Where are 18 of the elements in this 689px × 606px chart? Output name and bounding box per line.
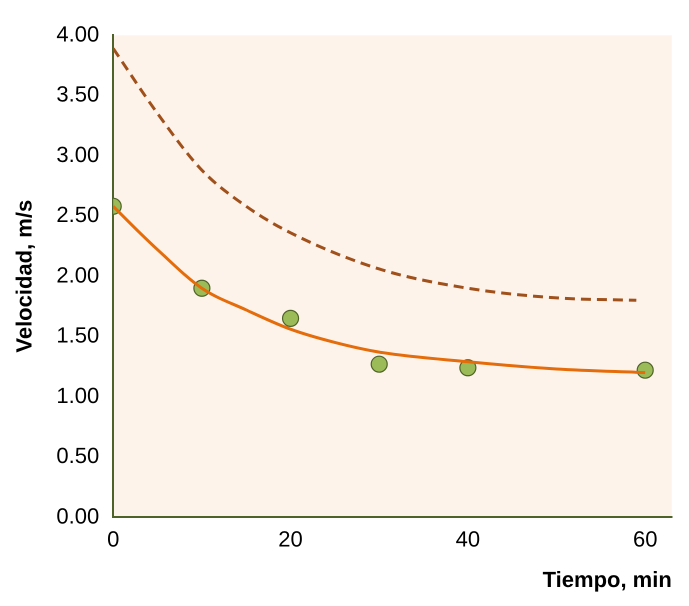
- y-tick-label: 0.00: [56, 503, 100, 528]
- y-tick-label: 0.50: [56, 443, 100, 468]
- y-tick-label: 4.00: [56, 21, 100, 46]
- y-tick-label: 1.00: [56, 382, 100, 408]
- y-tick-label: 3.50: [56, 82, 100, 107]
- x-tick-label: 40: [456, 526, 480, 552]
- x-axis-title: Tiempo, min: [542, 566, 672, 592]
- y-axis-title: Velocidad, m/s: [11, 200, 36, 353]
- line-series: [113, 46, 638, 302]
- y-tick-label: 1.50: [56, 322, 100, 348]
- point: [370, 356, 388, 373]
- y-tick-label: 3.00: [56, 142, 100, 167]
- x-tick-label: 20: [278, 526, 303, 552]
- y-tick-label: 2.00: [56, 262, 100, 288]
- point: [282, 310, 300, 327]
- x-tick-label: 0: [107, 526, 120, 552]
- x-tick-label: 60: [632, 526, 658, 552]
- y-tick-label: 2.50: [56, 202, 100, 228]
